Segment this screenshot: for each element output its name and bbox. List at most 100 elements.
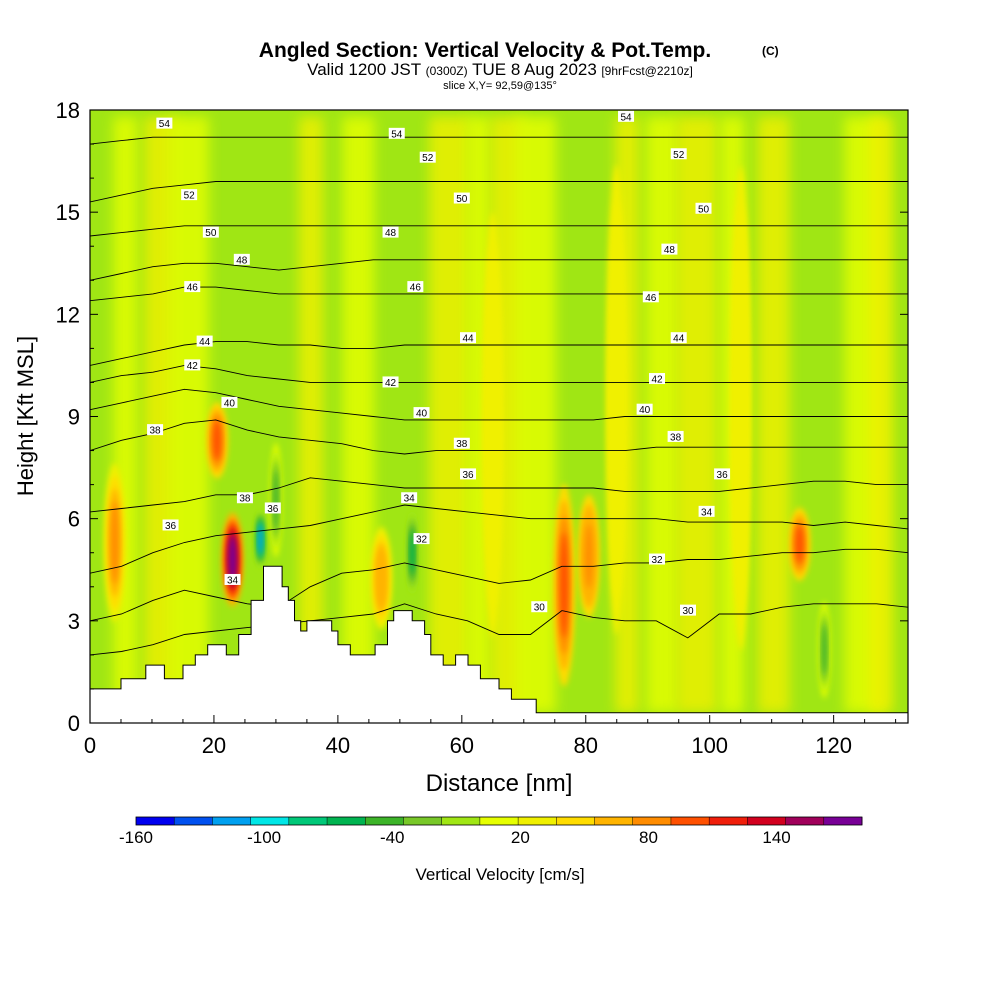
y-tick-label: 6: [68, 507, 80, 532]
y-tick-label: 9: [68, 405, 80, 430]
isentrope-label: 34: [224, 573, 241, 586]
isentrope-30: [90, 603, 908, 656]
x-tick-label: 80: [574, 733, 598, 758]
svg-text:50: 50: [698, 204, 710, 215]
isentrope-label: 48: [233, 253, 250, 266]
velocity-cell: [612, 276, 621, 523]
svg-text:38: 38: [150, 426, 162, 437]
colorbar-swatch: [709, 817, 748, 825]
colorbar-swatch: [670, 817, 710, 825]
y-tick-label: 0: [68, 711, 80, 736]
isentrope-52: [90, 181, 908, 203]
svg-text:32: 32: [416, 535, 428, 546]
isentrope-label: 38: [236, 492, 253, 505]
isentrope-label: 34: [698, 505, 715, 518]
colorbar-tick-label: 80: [639, 828, 658, 847]
isentrope-label: 40: [221, 396, 238, 409]
colorbar-swatch: [785, 817, 825, 825]
isentrope-36: [90, 477, 908, 513]
colorbar-tick-label: -100: [247, 828, 281, 847]
svg-text:34: 34: [404, 494, 416, 505]
colorbar-swatch: [594, 817, 634, 825]
isentrope-label: 32: [413, 533, 430, 546]
isentrope-label: 30: [531, 601, 548, 614]
isentrope-50: [90, 225, 908, 237]
svg-text:42: 42: [385, 378, 397, 389]
isentrope-label: 40: [413, 407, 430, 420]
svg-text:50: 50: [205, 228, 217, 239]
colorbar-swatch: [174, 817, 213, 825]
velocity-band: [299, 116, 324, 713]
isentrope-label: 50: [695, 202, 712, 215]
isentrope-label: 32: [649, 553, 666, 566]
svg-text:36: 36: [717, 470, 729, 481]
velocity-cell: [560, 532, 568, 638]
chart-title: Angled Section: Vertical Velocity & Pot.…: [259, 39, 711, 62]
isentrope-label: 46: [184, 281, 201, 294]
colorbar-swatch: [632, 817, 672, 825]
isentrope-label: 48: [382, 226, 399, 239]
isentrope-label: 34: [401, 492, 418, 505]
svg-text:46: 46: [410, 283, 422, 294]
svg-text:54: 54: [620, 112, 632, 123]
svg-text:46: 46: [645, 293, 657, 304]
colorbar-swatch: [403, 817, 443, 825]
isentrope-label: 50: [453, 192, 470, 205]
isentrope-label: 54: [388, 127, 405, 140]
svg-text:40: 40: [224, 398, 236, 409]
x-axis: 0 20 40 60 80 100 120: [84, 715, 897, 758]
terrain-mask: [90, 565, 908, 723]
velocity-band: [757, 116, 790, 713]
isentrope-label: 52: [181, 189, 198, 202]
isentrope-labels: 54 54 54 52 52 52 50 50 50 48 48 48 46 46 46 44 44 44 42 42…: [147, 110, 731, 617]
colorbar-swatch: [556, 817, 596, 825]
isentrope-label: 42: [382, 376, 399, 389]
isentrope-label: 50: [202, 226, 219, 239]
svg-text:54: 54: [391, 129, 403, 140]
velocity-features: [104, 164, 831, 699]
x-tick-label: 60: [450, 733, 474, 758]
svg-text:36: 36: [462, 470, 474, 481]
colorbar-swatch: [365, 817, 404, 825]
plot-area: 54 54 54 52 52 52 50 50 50 48 48 48 46 46 46 44 44 44 42 42…: [90, 110, 908, 723]
isentrope-44: [90, 341, 908, 366]
colorbar-swatch: [479, 817, 519, 825]
colorbar-tick-label: 20: [511, 828, 530, 847]
colorbar-swatch: [518, 817, 557, 825]
colorbar-frame: [135, 816, 863, 826]
svg-text:36: 36: [267, 504, 279, 515]
colorbar-swatch: [823, 817, 863, 825]
svg-text:32: 32: [651, 555, 663, 566]
isentrope-label: 44: [670, 332, 687, 345]
isentrope-42: [90, 364, 908, 383]
x-axis-label: Distance [nm]: [426, 770, 573, 797]
colorbar-swatch: [212, 817, 252, 825]
colorbar-swatch: [250, 817, 290, 825]
isentrope-label: 44: [196, 335, 213, 348]
velocity-cell: [584, 523, 593, 589]
isentrope-label: 42: [184, 359, 201, 372]
velocity-band: [869, 116, 894, 713]
y-tick-label: 15: [56, 200, 80, 225]
svg-text:48: 48: [385, 228, 397, 239]
svg-text:40: 40: [416, 409, 428, 420]
svg-text:46: 46: [187, 283, 199, 294]
isentrope-label: 42: [649, 373, 666, 386]
svg-text:44: 44: [673, 334, 685, 345]
isentrope-label: 38: [667, 430, 684, 443]
svg-text:42: 42: [187, 361, 199, 372]
x-tick-label: 120: [815, 733, 852, 758]
isentrope-label: 36: [264, 502, 281, 515]
svg-text:38: 38: [239, 494, 251, 505]
isentrope-label: 36: [714, 468, 731, 481]
velocity-cell: [488, 313, 497, 537]
svg-text:36: 36: [165, 521, 177, 532]
velocity-cell: [258, 523, 263, 555]
velocity-cell: [273, 470, 279, 530]
isentrope-48: [90, 259, 908, 281]
x-tick-label: 100: [691, 733, 728, 758]
svg-text:44: 44: [199, 337, 211, 348]
velocity-cell: [795, 525, 804, 564]
